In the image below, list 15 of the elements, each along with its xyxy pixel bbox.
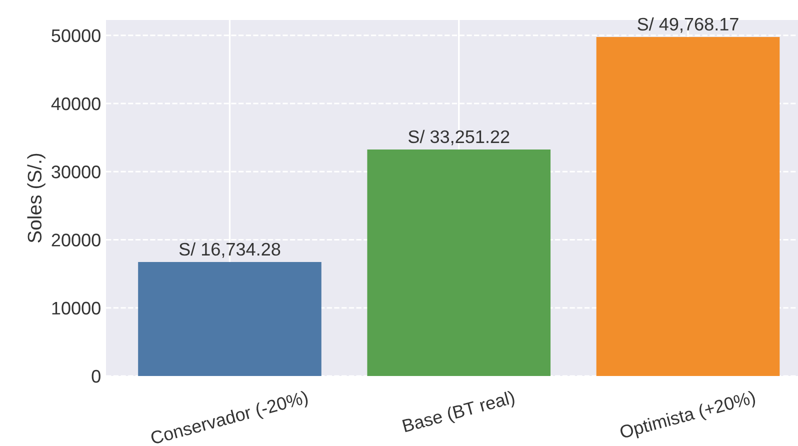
x-tick-label: Optimista (+20%) bbox=[619, 390, 757, 442]
data-label: S/ 33,251.22 bbox=[408, 130, 510, 146]
bar bbox=[367, 149, 551, 376]
data-label: S/ 49,768.17 bbox=[638, 17, 738, 33]
y-axis-title: Soles (S/.) bbox=[27, 154, 46, 242]
y-tick-label: 10000 bbox=[52, 302, 100, 315]
bar bbox=[596, 36, 780, 376]
data-label: S/ 16,734.28 bbox=[179, 242, 280, 258]
x-tick-label: Base (BT real) bbox=[402, 390, 516, 436]
y-tick-label: 50000 bbox=[52, 29, 100, 42]
y-tick-label: 0 bbox=[92, 370, 100, 383]
y-tick-label: 30000 bbox=[52, 166, 100, 178]
y-tick-label: 20000 bbox=[52, 234, 100, 246]
bar bbox=[138, 262, 322, 376]
y-tick-label: 40000 bbox=[51, 97, 100, 110]
